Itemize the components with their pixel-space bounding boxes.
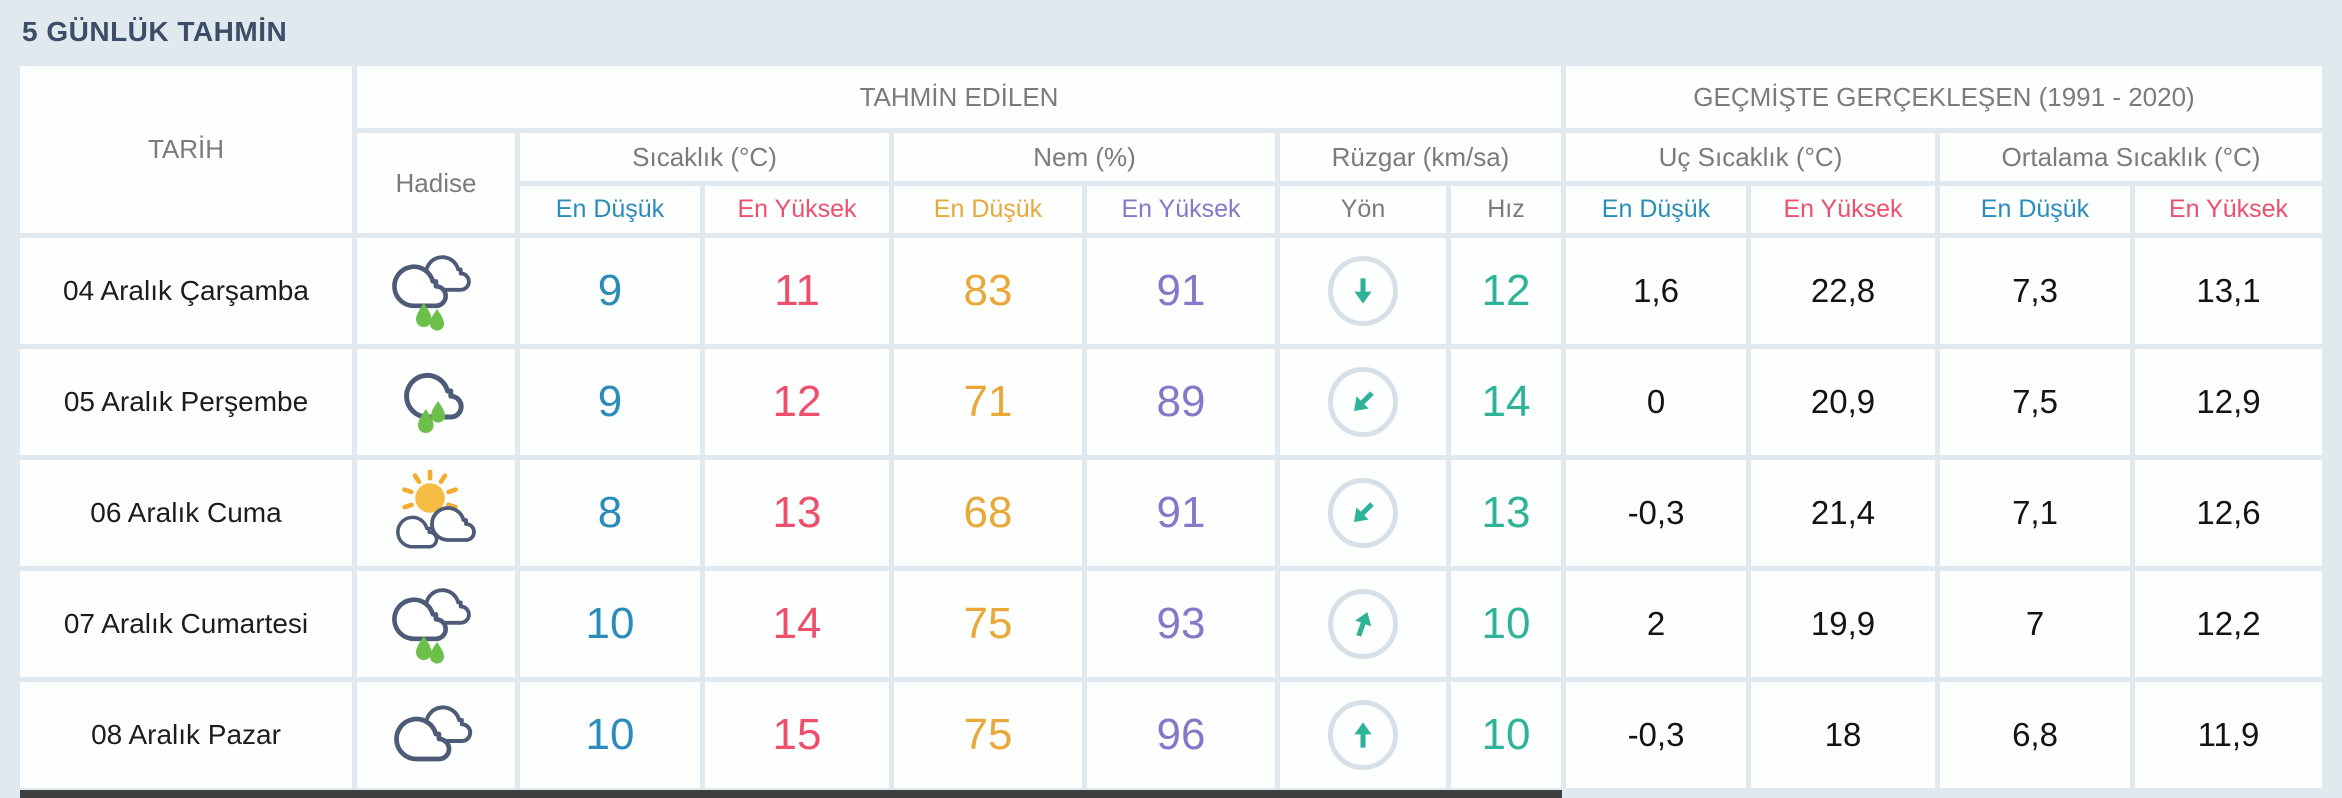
wind-direction-circle xyxy=(1328,700,1398,770)
header-temp-max: En Yüksek xyxy=(705,186,889,233)
extreme-min-cell: -0,3 xyxy=(1566,460,1746,566)
hadise-icon-cell xyxy=(357,682,515,788)
extreme-max-cell: 22,8 xyxy=(1751,238,1935,344)
header-humidity-min: En Düşük xyxy=(894,186,1082,233)
wind-direction-cell xyxy=(1280,682,1446,788)
avg-max-cell: 11,9 xyxy=(2135,682,2322,788)
wind-direction-arrow-icon xyxy=(1354,722,1372,748)
extreme-min-cell: 1,6 xyxy=(1566,238,1746,344)
clouds-rain-icon xyxy=(390,580,482,669)
header-humidity-max: En Yüksek xyxy=(1087,186,1275,233)
subheader-extreme-temp: Uç Sıcaklık (°C) xyxy=(1566,133,1935,181)
header-wind-speed: Hız xyxy=(1451,186,1561,233)
temp-min-cell: 10 xyxy=(520,571,700,677)
extreme-max-cell: 19,9 xyxy=(1751,571,1935,677)
humidity-min-cell: 71 xyxy=(894,349,1082,455)
header-extreme-min: En Düşük xyxy=(1566,186,1746,233)
temp-min-cell: 9 xyxy=(520,238,700,344)
header-extreme-max: En Yüksek xyxy=(1751,186,1935,233)
wind-direction-cell xyxy=(1280,571,1446,677)
group-header-past: GEÇMİŞTE GERÇEKLEŞEN (1991 - 2020) xyxy=(1566,66,2322,128)
date-cell: 04 Aralık Çarşamba xyxy=(20,238,352,344)
humidity-min-cell: 68 xyxy=(894,460,1082,566)
five-day-forecast-table: TARİH TAHMİN EDİLEN GEÇMİŞTE GERÇEKLEŞEN… xyxy=(20,66,2322,788)
wind-direction-cell xyxy=(1280,238,1446,344)
wind-speed-cell: 14 xyxy=(1451,349,1561,455)
temp-max-cell: 12 xyxy=(705,349,889,455)
page-title: 5 GÜNLÜK TAHMİN xyxy=(22,16,288,47)
temp-max-cell: 15 xyxy=(705,682,889,788)
subheader-wind: Rüzgar (km/sa) xyxy=(1280,133,1561,181)
temp-min-cell: 10 xyxy=(520,682,700,788)
avg-max-cell: 12,6 xyxy=(2135,460,2322,566)
extreme-max-cell: 18 xyxy=(1751,682,1935,788)
hadise-icon-cell xyxy=(357,349,515,455)
clouds-rain-icon xyxy=(390,247,482,336)
cloud-rain-icon xyxy=(394,361,478,444)
avg-min-cell: 6,8 xyxy=(1940,682,2130,788)
hadise-icon-cell xyxy=(357,238,515,344)
avg-min-cell: 7,1 xyxy=(1940,460,2130,566)
avg-min-cell: 7 xyxy=(1940,571,2130,677)
clouds-icon xyxy=(390,695,482,776)
wind-direction-circle xyxy=(1328,478,1398,548)
date-cell: 06 Aralık Cuma xyxy=(20,460,352,566)
header-tarih: TARİH xyxy=(20,66,352,233)
temp-max-cell: 14 xyxy=(705,571,889,677)
wind-speed-cell: 10 xyxy=(1451,682,1561,788)
subheader-average-temp: Ortalama Sıcaklık (°C) xyxy=(1940,133,2322,181)
avg-min-cell: 7,5 xyxy=(1940,349,2130,455)
wind-direction-arrow-icon xyxy=(1354,502,1374,522)
humidity-min-cell: 83 xyxy=(894,238,1082,344)
temp-min-cell: 8 xyxy=(520,460,700,566)
hadise-icon-cell xyxy=(357,571,515,677)
wind-direction-circle xyxy=(1328,367,1398,437)
extreme-min-cell: 2 xyxy=(1566,571,1746,677)
humidity-min-cell: 75 xyxy=(894,571,1082,677)
wind-direction-circle xyxy=(1328,256,1398,326)
date-cell: 07 Aralık Cumartesi xyxy=(20,571,352,677)
wind-direction-arrow-icon xyxy=(1355,612,1372,637)
below-fold-strip xyxy=(20,790,1562,798)
subheader-humidity: Nem (%) xyxy=(894,133,1275,181)
wind-direction-arrow-icon xyxy=(1354,391,1374,411)
hadise-icon-cell xyxy=(357,460,515,566)
temp-max-cell: 13 xyxy=(705,460,889,566)
sun-clouds-icon xyxy=(388,468,484,557)
header-average-max: En Yüksek xyxy=(2135,186,2322,233)
avg-max-cell: 12,2 xyxy=(2135,571,2322,677)
header-average-min: En Düşük xyxy=(1940,186,2130,233)
humidity-max-cell: 91 xyxy=(1087,460,1275,566)
header-temp-min: En Düşük xyxy=(520,186,700,233)
humidity-min-cell: 75 xyxy=(894,682,1082,788)
wind-direction-arrow-icon xyxy=(1354,278,1372,304)
extreme-max-cell: 21,4 xyxy=(1751,460,1935,566)
humidity-max-cell: 91 xyxy=(1087,238,1275,344)
avg-max-cell: 13,1 xyxy=(2135,238,2322,344)
wind-direction-cell xyxy=(1280,349,1446,455)
temp-max-cell: 11 xyxy=(705,238,889,344)
humidity-max-cell: 96 xyxy=(1087,682,1275,788)
avg-min-cell: 7,3 xyxy=(1940,238,2130,344)
humidity-max-cell: 93 xyxy=(1087,571,1275,677)
temp-min-cell: 9 xyxy=(520,349,700,455)
header-wind-direction: Yön xyxy=(1280,186,1446,233)
wind-speed-cell: 13 xyxy=(1451,460,1561,566)
extreme-min-cell: -0,3 xyxy=(1566,682,1746,788)
date-cell: 08 Aralık Pazar xyxy=(20,682,352,788)
wind-direction-cell xyxy=(1280,460,1446,566)
extreme-max-cell: 20,9 xyxy=(1751,349,1935,455)
wind-speed-cell: 12 xyxy=(1451,238,1561,344)
extreme-min-cell: 0 xyxy=(1566,349,1746,455)
header-hadise: Hadise xyxy=(357,133,515,233)
date-cell: 05 Aralık Perşembe xyxy=(20,349,352,455)
wind-direction-circle xyxy=(1328,589,1398,659)
avg-max-cell: 12,9 xyxy=(2135,349,2322,455)
subheader-temperature: Sıcaklık (°C) xyxy=(520,133,889,181)
humidity-max-cell: 89 xyxy=(1087,349,1275,455)
group-header-forecast: TAHMİN EDİLEN xyxy=(357,66,1561,128)
wind-speed-cell: 10 xyxy=(1451,571,1561,677)
